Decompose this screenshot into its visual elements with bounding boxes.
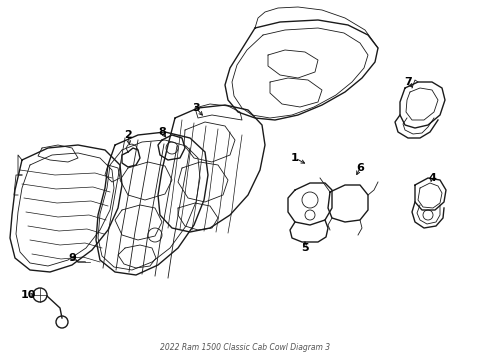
Text: 4: 4 bbox=[427, 173, 435, 183]
Text: 1: 1 bbox=[290, 153, 298, 163]
Text: 8: 8 bbox=[158, 127, 165, 137]
Text: 2022 Ram 1500 Classic Cab Cowl Diagram 3: 2022 Ram 1500 Classic Cab Cowl Diagram 3 bbox=[160, 343, 329, 352]
Text: 7: 7 bbox=[403, 77, 411, 87]
Text: 5: 5 bbox=[301, 243, 308, 253]
Text: 10: 10 bbox=[20, 290, 36, 300]
Text: 9: 9 bbox=[68, 253, 76, 263]
Text: 3: 3 bbox=[192, 103, 200, 113]
Text: 6: 6 bbox=[355, 163, 363, 173]
Text: 2: 2 bbox=[124, 130, 132, 140]
